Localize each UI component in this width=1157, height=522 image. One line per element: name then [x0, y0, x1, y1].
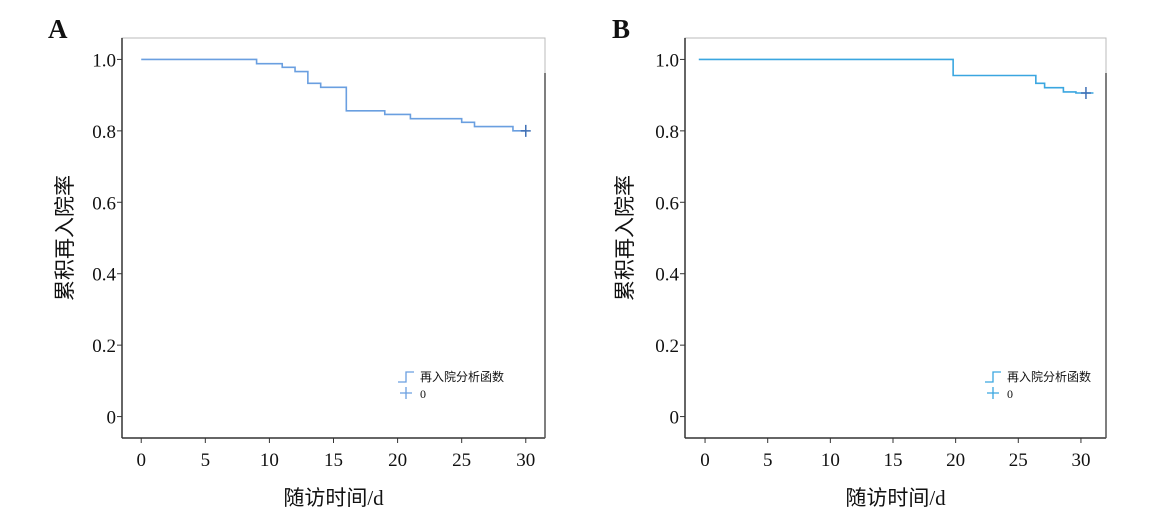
x-tick-label: 30: [516, 450, 535, 471]
y-tick-label: 0.6: [655, 193, 679, 214]
x-tick-label: 10: [260, 450, 279, 471]
y-tick-label: 0.8: [655, 122, 679, 143]
x-tick-label: 0: [136, 450, 146, 471]
panel-label: A: [48, 14, 68, 44]
survival-step-line: [698, 58, 1094, 94]
survival-step-line: [141, 58, 526, 132]
y-tick-label: 0.2: [655, 336, 679, 357]
legend-step-icon: [985, 371, 1001, 383]
legend-censor-icon: [400, 387, 412, 399]
legend-label-censored: 0: [420, 387, 426, 401]
x-tick-label: 0: [700, 450, 710, 471]
y-tick-label: 0.2: [92, 336, 116, 357]
x-tick-label: 15: [324, 450, 343, 471]
y-tick-label: 0.4: [92, 265, 116, 286]
x-axis-label: 随访时间/d: [283, 486, 384, 510]
legend-censor-icon: [987, 387, 999, 399]
y-tick-label: 0.8: [92, 122, 116, 143]
y-tick-label: 0: [670, 408, 680, 429]
x-tick-label: 5: [201, 450, 211, 471]
x-tick-label: 25: [1009, 450, 1028, 471]
chart-panel-A: A 0 5 10 15 20 25 30 0 0.2 0.4 0.6 0.8 1.0 随访时间/d 累积再入院…: [48, 14, 546, 510]
x-tick-label: 15: [883, 450, 902, 471]
x-tick-label: 30: [1071, 450, 1090, 471]
y-tick-label: 1.0: [655, 50, 679, 71]
y-tick-label: 0.6: [92, 193, 116, 214]
censor-mark: [1080, 87, 1091, 99]
y-tick-label: 0: [107, 408, 117, 429]
y-axis-label: 累积再入院率: [613, 175, 637, 301]
x-tick-label: 10: [821, 450, 840, 471]
x-axis-label: 随访时间/d: [845, 486, 946, 510]
x-tick-label: 20: [388, 450, 407, 471]
x-tick-label: 5: [763, 450, 773, 471]
panel-label: B: [612, 14, 630, 44]
y-axis-label: 累积再入院率: [53, 175, 77, 301]
legend-label-censored: 0: [1007, 387, 1013, 401]
legend-step-icon: [398, 371, 414, 383]
y-tick-label: 0.4: [655, 265, 679, 286]
legend-label-function: 再入院分析函数: [1007, 369, 1091, 384]
censor-mark: [520, 124, 531, 137]
x-tick-label: 25: [452, 450, 471, 471]
chart-panel-B: B 0 5 10 15 20 25 30 0 0.2 0.4 0.6 0.8 1.0 随访时间/d 累积再入院…: [612, 14, 1107, 510]
y-tick-label: 1.0: [92, 50, 116, 71]
x-tick-label: 20: [946, 450, 965, 471]
legend-label-function: 再入院分析函数: [420, 369, 504, 384]
